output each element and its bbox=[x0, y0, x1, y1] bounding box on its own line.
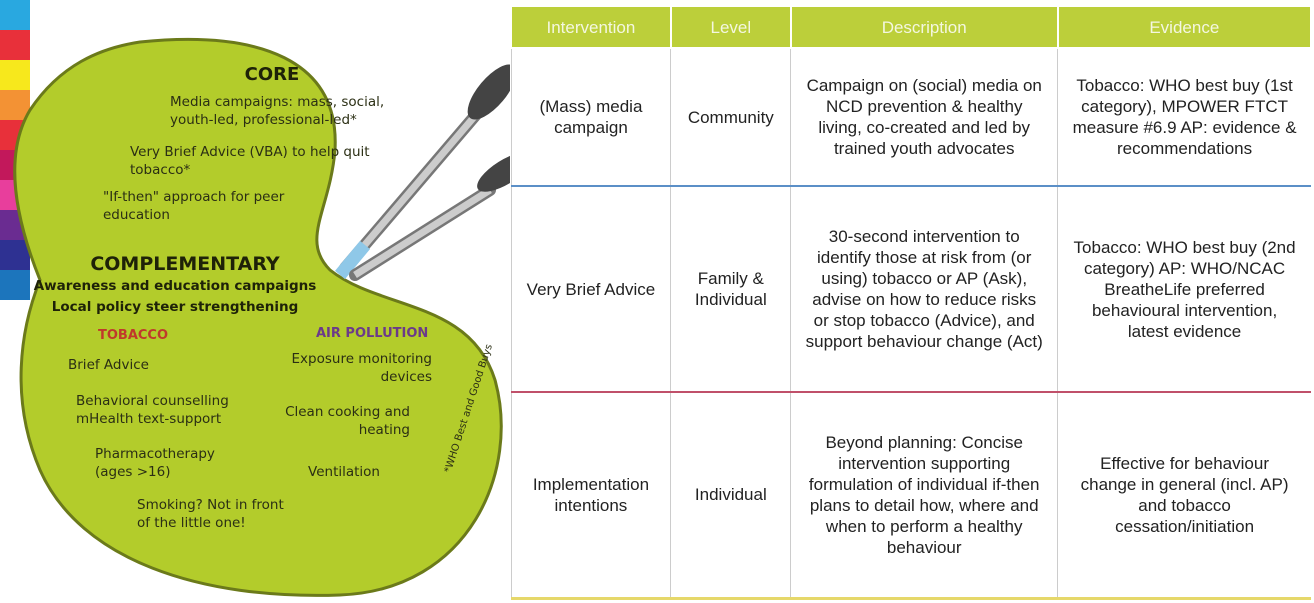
bullet-text: Smoking? Not in front of the little one! bbox=[137, 497, 284, 531]
table-cell: Family & Individual bbox=[670, 186, 791, 393]
bullet-text: Brief Advice bbox=[68, 357, 149, 373]
table-cell: Individual bbox=[670, 391, 791, 600]
core-title: CORE bbox=[244, 64, 300, 85]
table-cell: (Mass) media campaign bbox=[510, 48, 671, 188]
bullet-text: Very Brief Advice (VBA) to help quit tob… bbox=[130, 144, 370, 178]
air-pollution-title: AIR POLLUTION bbox=[316, 326, 429, 341]
bullet-dot bbox=[0, 90, 30, 120]
column-header: Evidence bbox=[1056, 5, 1313, 49]
bullet-text: Exposure monitoring devices bbox=[291, 351, 432, 385]
table-cell: Very Brief Advice bbox=[510, 186, 671, 393]
table-cell: 30-second intervention to identify those… bbox=[790, 186, 1058, 393]
table-cell: Implementation intentions bbox=[510, 391, 671, 600]
tobacco-title: TOBACCO bbox=[98, 328, 169, 343]
bullet-text: "If-then" approach for peer education bbox=[103, 189, 285, 223]
bullet-text: Pharmacotherapy (ages >16) bbox=[95, 446, 215, 480]
table-row: Implementation intentions Individual Beyon… bbox=[510, 391, 1311, 600]
table-cell: Effective for behaviour change in genera… bbox=[1057, 391, 1311, 600]
table-cell: Tobacco: WHO best buy (2nd category) AP:… bbox=[1057, 186, 1311, 393]
header-row: Intervention Level Description Evidence bbox=[510, 5, 1313, 49]
table-row: Very Brief Advice Family & Individual 30-s… bbox=[510, 186, 1311, 393]
bullet-dot bbox=[0, 60, 30, 90]
bullet-dot bbox=[0, 240, 30, 270]
bullet-dot bbox=[0, 270, 30, 300]
bullet-dot bbox=[0, 0, 30, 30]
table-cell: Beyond planning: Concise intervention su… bbox=[790, 391, 1058, 600]
table-cell: Tobacco: WHO best buy (1st category), MP… bbox=[1057, 48, 1311, 188]
table-row: (Mass) media campaign Community Campaign o… bbox=[510, 48, 1311, 188]
table-cell: Campaign on (social) media on NCD preven… bbox=[790, 48, 1058, 188]
column-header: Intervention bbox=[510, 5, 672, 49]
column-header: Level bbox=[669, 5, 792, 49]
intervention-table: Intervention Level Description Evidence (Ma… bbox=[510, 5, 1313, 600]
brush bbox=[349, 152, 510, 281]
complementary-title: COMPLEMENTARY bbox=[90, 253, 280, 275]
column-header: Description bbox=[789, 5, 1059, 49]
bullet-text: Behavioral counselling mHealth text-supp… bbox=[76, 393, 229, 427]
bullet-text: Ventilation bbox=[308, 464, 380, 480]
subtitle: Awareness and education campaigns bbox=[33, 278, 317, 294]
subtitle: Local policy steer strengthening bbox=[51, 299, 299, 315]
bullet-dot bbox=[0, 30, 30, 60]
palette bbox=[13, 38, 503, 597]
bullet-text: Clean cooking and heating bbox=[285, 404, 410, 438]
bullet-text: Media campaigns: mass, social, youth-led… bbox=[170, 94, 385, 128]
brush bbox=[335, 64, 510, 280]
table-cell: Community bbox=[670, 48, 791, 188]
palette-art bbox=[13, 38, 510, 597]
